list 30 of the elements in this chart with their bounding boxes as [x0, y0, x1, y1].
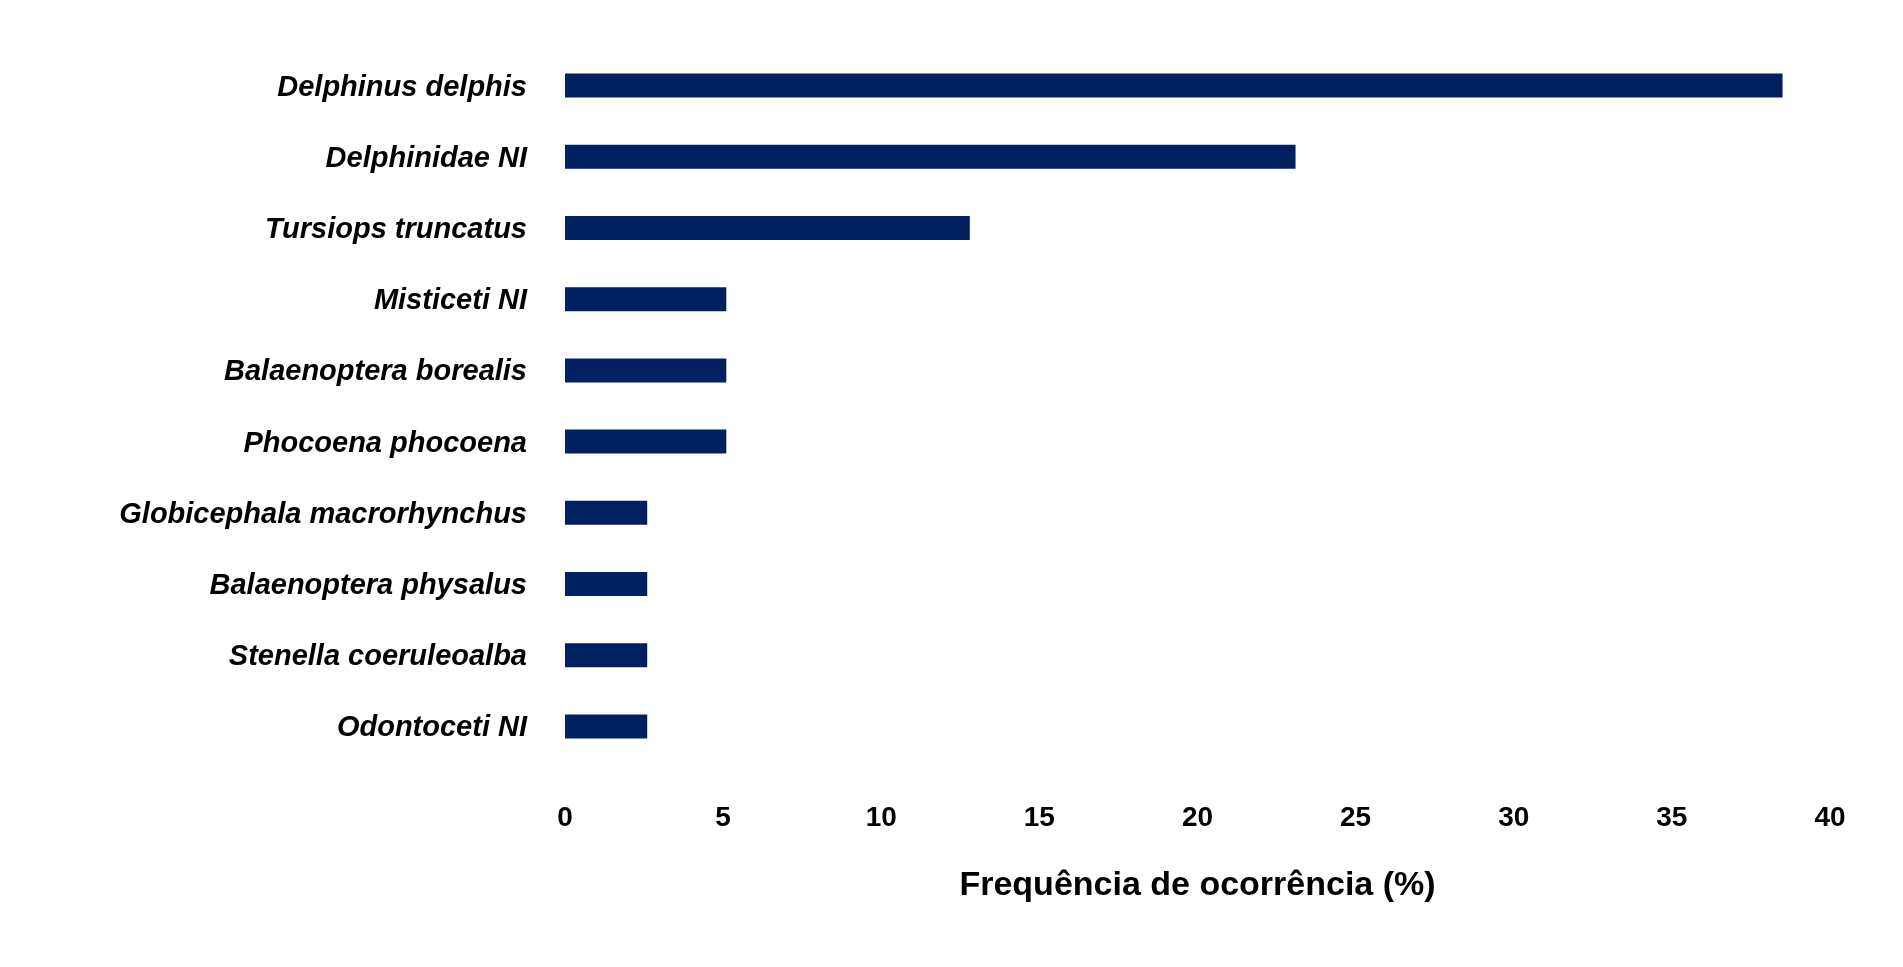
y-tick-label: Balaenoptera borealis [224, 354, 527, 387]
x-tick-label: 10 [865, 800, 897, 832]
y-tick-label: Phocoena phocoena [243, 425, 527, 458]
x-tick-label: 35 [1656, 800, 1688, 832]
x-tick-label: 25 [1340, 800, 1372, 832]
y-tick-label: Tursiops truncatus [264, 212, 527, 244]
bar [565, 643, 648, 668]
y-tick-label: Misticeti NI [373, 283, 528, 316]
x-tick-label: 5 [715, 800, 731, 832]
y-tick-label: Balaenoptera physalus [209, 568, 527, 600]
bar [565, 429, 727, 454]
bar [565, 144, 1296, 169]
x-tick-label: 15 [1023, 800, 1055, 832]
bar [565, 358, 727, 383]
x-tick-label: 30 [1498, 800, 1530, 832]
x-tick-label: 0 [557, 800, 573, 832]
bar [565, 572, 648, 596]
y-tick-label: Stenella coeruleoalba [228, 639, 527, 672]
bar [565, 216, 970, 240]
bar [565, 287, 727, 312]
bar [565, 73, 1783, 98]
bar [565, 714, 648, 739]
y-tick-label: Delphinidae NI [325, 140, 528, 173]
x-axis-title: Frequência de ocorrência (%) [959, 864, 1436, 902]
bar [565, 500, 648, 525]
x-tick-label: 20 [1181, 800, 1214, 832]
x-tick-label: 40 [1814, 800, 1846, 832]
y-tick-label: Globicephala macrorhynchus [119, 496, 527, 529]
y-tick-label: Delphinus delphis [277, 69, 527, 102]
y-tick-label: Odontoceti NI [336, 710, 528, 743]
